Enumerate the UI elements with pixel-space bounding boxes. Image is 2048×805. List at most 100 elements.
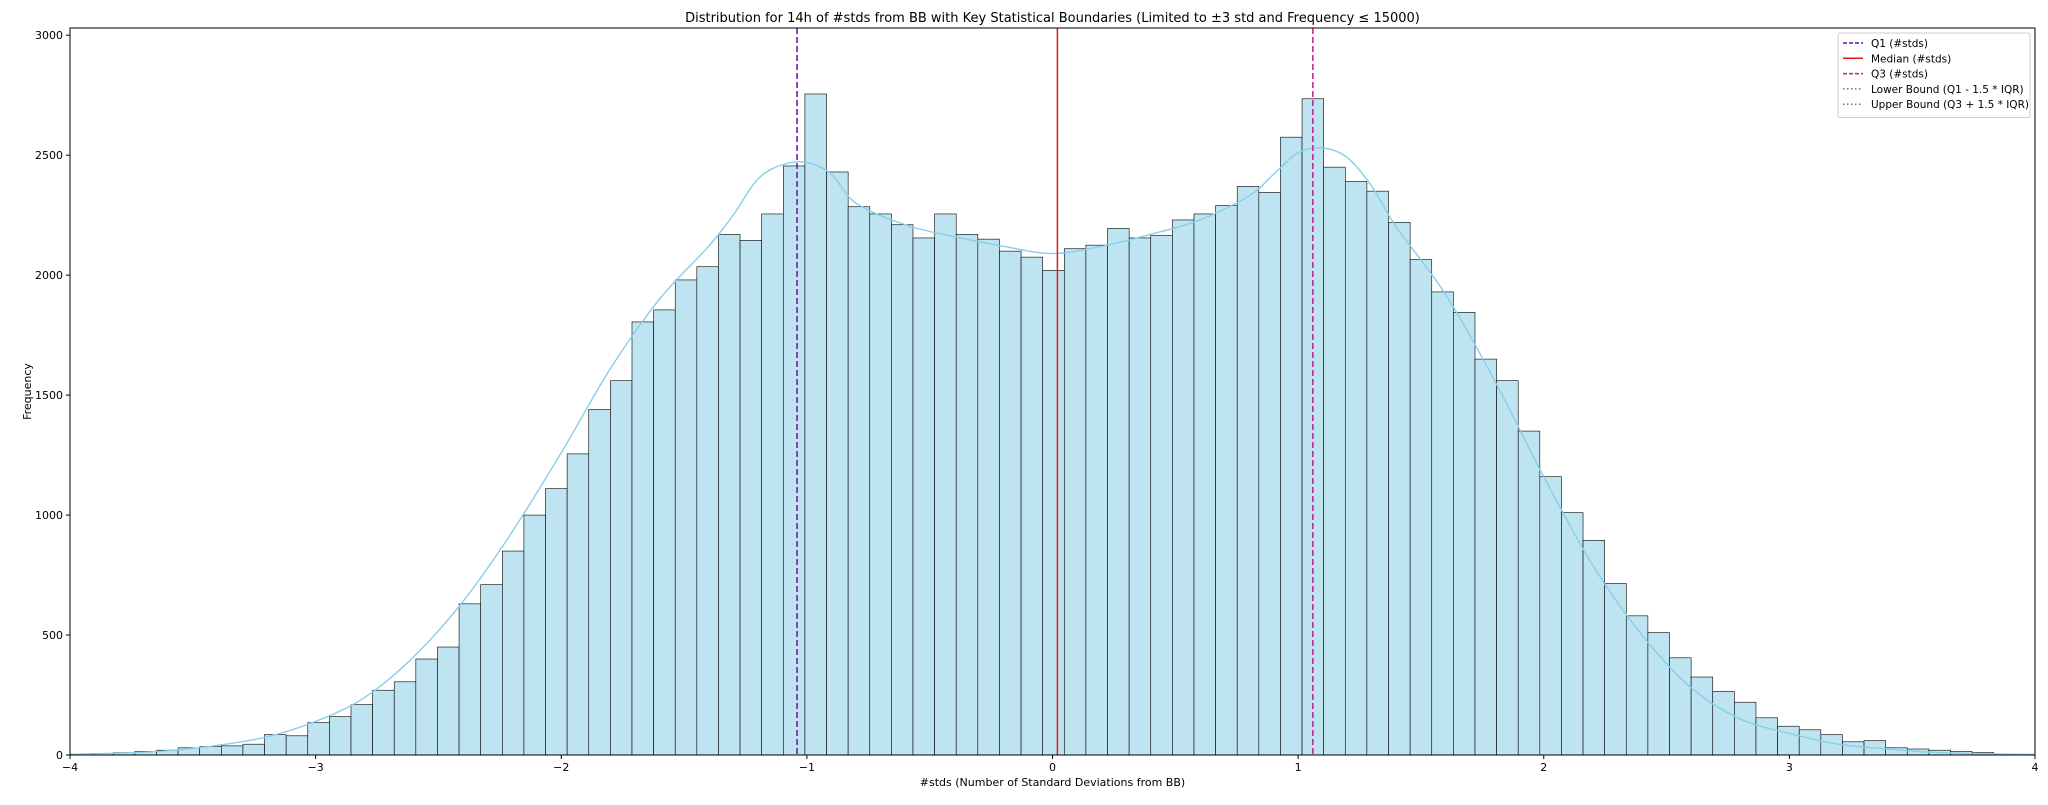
histogram-bar [1625,615,1649,756]
histogram-bar [1366,190,1389,756]
y-tick-label: 500 [42,629,63,642]
histogram-bar [1020,256,1043,756]
histogram-bar [415,658,438,756]
reference-lines-layer [796,28,1314,755]
histogram-bar [1539,476,1562,756]
histogram-bar [1777,725,1800,756]
x-tick-label: −2 [553,761,569,774]
histogram-bar [696,266,719,756]
histogram-bar [869,213,892,756]
histogram-bar [458,603,481,756]
histogram-bar [674,279,698,756]
histogram-bar [782,165,806,756]
histogram-bar [566,453,590,756]
legend-items: Q1 (#stds) Median (#stds) Q3 (#stds) Lower … [1843,38,2029,111]
histogram-bar [480,584,503,756]
histogram-bar [1474,358,1497,756]
histogram-bar [1236,186,1260,756]
histogram-bar [1344,181,1368,756]
histogram-bar [1431,291,1454,756]
legend-box [1837,32,2031,118]
histogram-bar [1128,237,1152,756]
x-tick-label: 1 [1295,761,1302,774]
histogram-bar [1215,205,1238,756]
histogram-bar [545,488,568,756]
histogram-bar [1712,691,1735,756]
x-tick-label: −1 [799,761,815,774]
histogram-bar [1085,244,1108,756]
histogram-bar [1690,676,1714,756]
histogram-bar [1647,632,1670,756]
legend-label: Upper Bound (Q3 + 1.5 * IQR) [1871,99,2029,111]
histogram-bar [826,171,849,756]
legend-label: Median (#stds) [1871,53,1951,65]
y-tick-label: 2500 [35,149,63,162]
histogram-bar [631,321,654,756]
x-tick-label: 0 [1049,761,1056,774]
y-tick-label: 1000 [35,509,63,522]
legend-label: Lower Bound (Q1 - 1.5 * IQR) [1871,84,2024,96]
histogram-bar [1582,539,1605,756]
histogram-bar [588,409,611,756]
histogram-bar [1150,235,1173,756]
y-axis-label: Frequency [21,363,34,420]
chart-title: Distribution for 14h of #stds from BB wi… [685,11,1420,26]
histogram-bar [804,93,827,756]
histogram-bar [1409,259,1433,756]
y-tick-label: 2000 [35,269,63,282]
legend-label: Q3 (#stds) [1871,69,1928,81]
histogram-bar [307,722,330,756]
x-axis-ticks: −4 −3 −2 −1 0 1 2 3 4 [62,755,2039,774]
y-axis-ticks: 0 500 1000 1500 2000 2500 3000 [35,29,70,762]
histogram-bar [1496,380,1519,756]
legend: Q1 (#stds) Median (#stds) Q3 (#stds) Lower … [1837,32,2031,118]
histogram-bar [1453,312,1476,756]
x-tick-label: −4 [62,761,78,774]
histogram-bar [912,237,935,756]
y-tick-label: 1500 [35,389,63,402]
histogram-bar [264,734,287,756]
histogram-bar [350,704,373,756]
histogram-bar [372,689,395,756]
x-tick-label: 2 [1540,761,1547,774]
x-tick-label: 3 [1786,761,1793,774]
kde-layer [69,147,2036,756]
histogram-bar [437,646,460,756]
histogram-bar [977,238,1000,756]
histogram-bar [955,234,979,756]
histogram-bar [1561,512,1584,756]
histogram-bar [329,716,352,756]
histogram-bar [847,206,871,756]
histogram-bar [891,224,914,756]
histogram-bar [523,514,546,756]
histogram-bar [653,309,676,756]
histogram-bar [718,234,741,756]
legend-label: Q1 (#stds) [1871,38,1928,50]
histogram-bar [1842,741,1865,756]
histogram-bar [934,213,957,756]
histogram-bar [610,380,633,756]
x-tick-label: 4 [2032,761,2039,774]
histogram-bar [393,681,417,756]
histogram-bar [501,550,525,756]
histogram-bar [1517,430,1541,756]
histogram-bar [1193,213,1216,756]
histogram-bar [1388,222,1411,756]
histogram-bar [1323,166,1346,756]
histogram-bar [1258,192,1281,756]
histogram-bar [999,250,1022,756]
histogram-bar [242,743,265,756]
x-axis-label: #stds (Number of Standard Deviations fro… [920,776,1185,789]
histogram-bar [1798,729,1822,756]
y-tick-label: 3000 [35,29,63,42]
histogram-bar [739,240,762,756]
histogram-bar [1172,219,1195,756]
histogram-bar [761,213,784,756]
histogram-bar [1063,248,1087,756]
histogram-bar [1734,701,1757,756]
histogram-bar [1280,136,1303,756]
histogram-bar [1042,270,1065,756]
histogram-bar [1669,657,1692,756]
